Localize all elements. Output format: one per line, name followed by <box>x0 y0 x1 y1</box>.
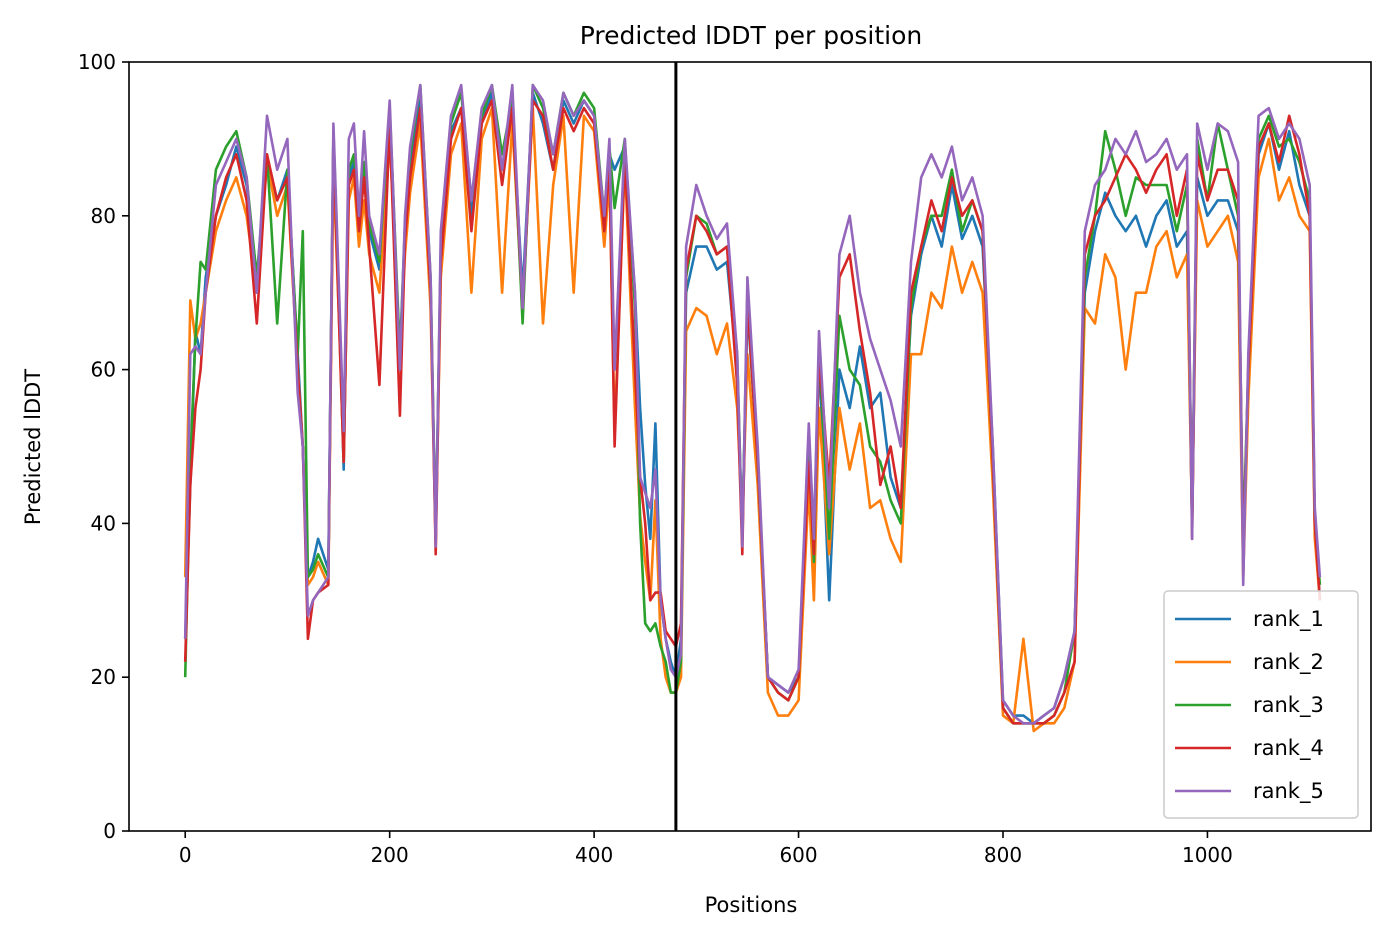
x-tick-label: 1000 <box>1182 843 1233 867</box>
y-tick-label: 100 <box>78 50 116 74</box>
x-tick-label: 0 <box>179 843 192 867</box>
y-tick-label: 40 <box>91 511 116 535</box>
legend-label-rank_3: rank_3 <box>1253 693 1324 718</box>
y-axis: 0 20 40 60 80 100 <box>78 50 129 843</box>
plot-area-frame <box>128 61 1372 832</box>
series-layer <box>183 83 1322 733</box>
x-tick-label: 200 <box>371 843 409 867</box>
legend-label-rank_2: rank_2 <box>1253 650 1324 675</box>
x-tick-label: 800 <box>984 843 1022 867</box>
legend-label-rank_5: rank_5 <box>1253 779 1324 804</box>
legend-label-rank_4: rank_4 <box>1253 736 1324 761</box>
x-tick-label: 400 <box>575 843 613 867</box>
chart-title: Predicted lDDT per position <box>580 21 922 50</box>
legend: rank_1 rank_2 rank_3 rank_4 rank_5 <box>1163 590 1359 819</box>
x-axis: 0 200 400 600 800 1000 <box>179 831 1233 867</box>
y-axis-label: Predicted lDDT <box>21 369 45 525</box>
y-tick-label: 80 <box>91 204 116 228</box>
x-axis-label: Positions <box>705 893 798 917</box>
y-tick-label: 60 <box>91 358 116 382</box>
y-tick-label: 0 <box>103 819 116 843</box>
y-tick-label: 20 <box>91 665 116 689</box>
legend-box <box>1163 590 1359 819</box>
legend-label-rank_1: rank_1 <box>1253 607 1324 632</box>
series-line-rank_5 <box>183 83 1322 725</box>
x-tick-label: 600 <box>779 843 817 867</box>
